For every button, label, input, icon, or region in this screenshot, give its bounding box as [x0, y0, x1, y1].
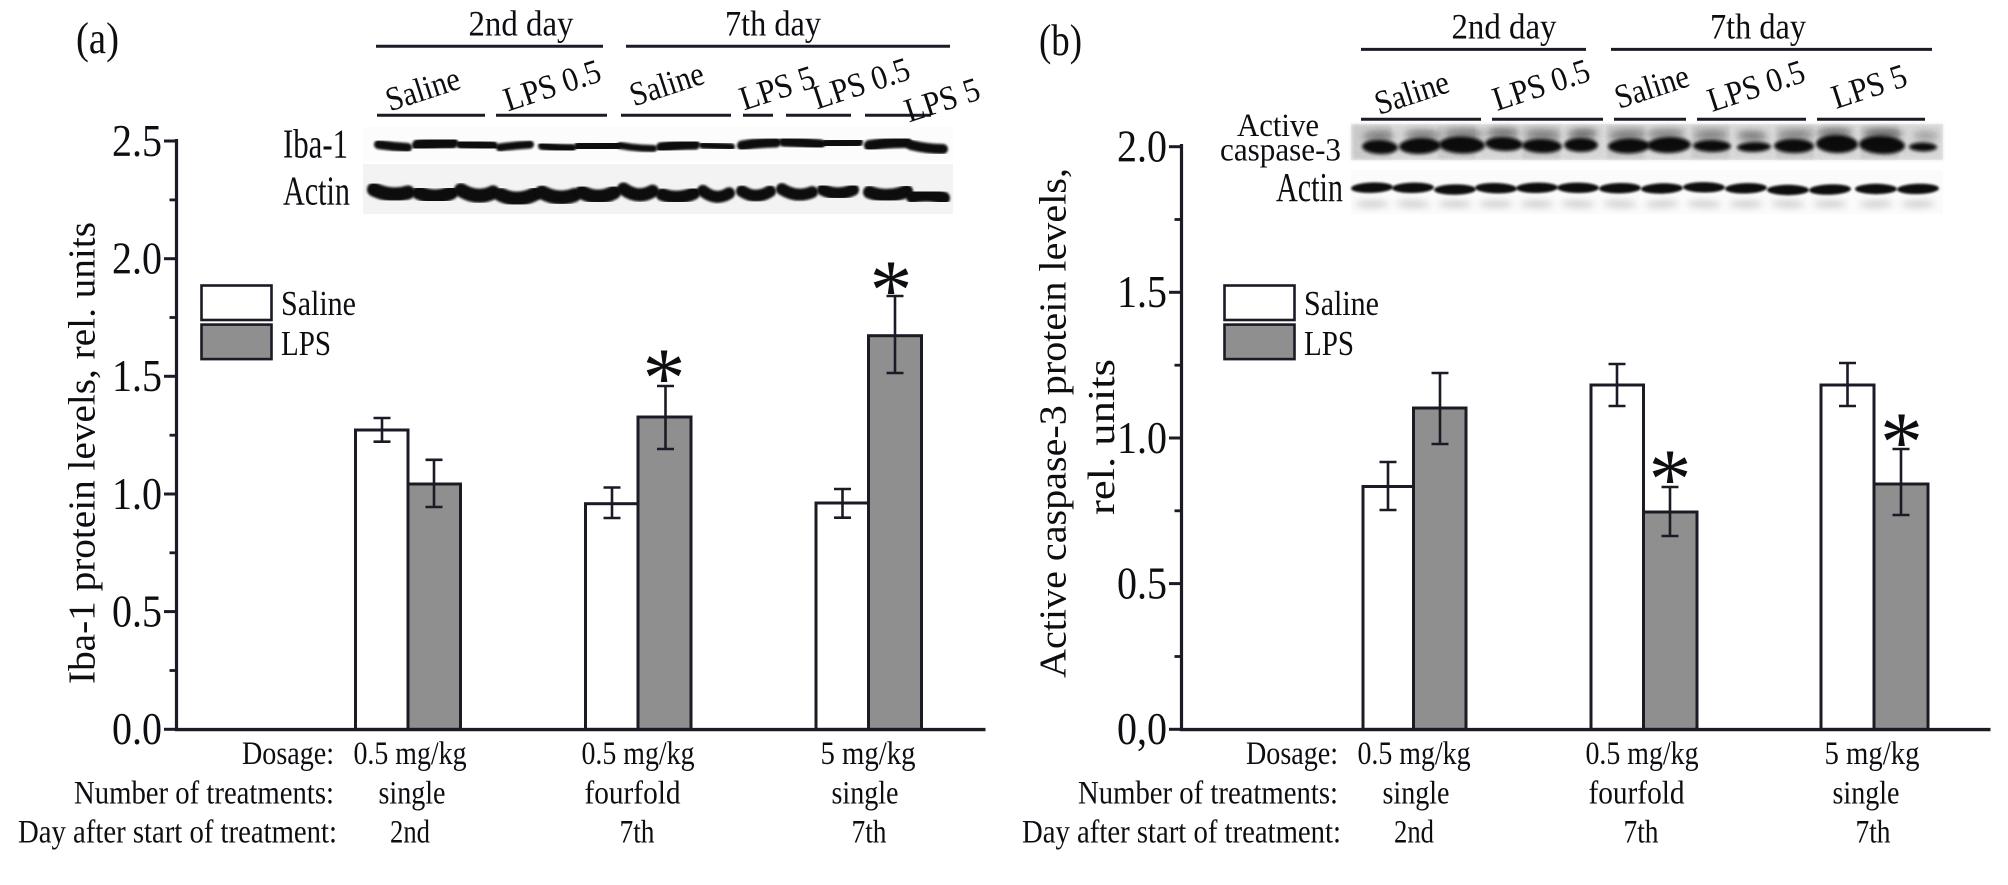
svg-text:LPS: LPS — [281, 324, 331, 363]
svg-text:2nd: 2nd — [1394, 815, 1434, 851]
svg-text:5 mg/kg: 5 mg/kg — [1825, 736, 1920, 772]
svg-text:0.5 mg/kg: 0.5 mg/kg — [582, 736, 695, 772]
svg-text:*: * — [1880, 394, 1923, 490]
svg-text:2.0: 2.0 — [1117, 122, 1167, 172]
svg-text:0,0: 0,0 — [1117, 704, 1167, 754]
svg-text:Day after start of treatment:: Day after start of treatment: — [18, 815, 337, 851]
svg-text:7th: 7th — [852, 815, 887, 851]
svg-text:1.5: 1.5 — [112, 351, 162, 401]
svg-text:Active: Active — [1237, 108, 1319, 144]
svg-text:Number of treatments:: Number of treatments: — [74, 776, 334, 812]
svg-text:5 mg/kg: 5 mg/kg — [821, 736, 916, 772]
svg-text:7th: 7th — [620, 815, 655, 851]
svg-text:fourfold: fourfold — [1589, 776, 1685, 812]
svg-text:(b): (b) — [1039, 16, 1082, 65]
svg-text:rel. units: rel. units — [1081, 359, 1123, 515]
svg-text:Iba-1 protein levels, rel. uni: Iba-1 protein levels, rel. units — [62, 222, 104, 684]
svg-text:7th: 7th — [1856, 815, 1891, 851]
svg-text:*: * — [643, 330, 686, 426]
svg-text:7th day: 7th day — [1710, 7, 1806, 47]
svg-text:Day after start of treatment:: Day after start of treatment: — [1022, 815, 1341, 851]
svg-text:caspase-3: caspase-3 — [1220, 133, 1341, 169]
svg-text:2nd day: 2nd day — [1452, 7, 1557, 47]
svg-text:Number of treatments:: Number of treatments: — [1078, 776, 1338, 812]
svg-text:LPS: LPS — [1304, 324, 1354, 363]
svg-text:*: * — [870, 242, 913, 338]
svg-text:Actin: Actin — [1276, 164, 1343, 210]
svg-text:0.5 mg/kg: 0.5 mg/kg — [1586, 736, 1699, 772]
svg-text:Dosage:: Dosage: — [1246, 736, 1338, 772]
svg-text:Iba-1: Iba-1 — [283, 121, 348, 167]
svg-text:single: single — [832, 776, 899, 812]
svg-text:0.0: 0.0 — [112, 704, 162, 754]
svg-text:7th day: 7th day — [725, 4, 821, 44]
svg-text:Actin: Actin — [283, 168, 350, 214]
svg-text:single: single — [1383, 776, 1450, 812]
svg-text:*: * — [1649, 431, 1692, 527]
svg-text:2.5: 2.5 — [112, 116, 162, 166]
svg-text:0.5 mg/kg: 0.5 mg/kg — [354, 736, 467, 772]
svg-text:1.0: 1.0 — [112, 469, 162, 519]
svg-text:2nd: 2nd — [390, 815, 430, 851]
svg-text:0.5: 0.5 — [112, 586, 162, 636]
svg-text:Dosage:: Dosage: — [242, 736, 334, 772]
svg-text:2nd day: 2nd day — [469, 4, 574, 44]
svg-text:7th: 7th — [1624, 815, 1659, 851]
svg-text:1.0: 1.0 — [1117, 413, 1167, 463]
svg-text:1.5: 1.5 — [1117, 267, 1167, 317]
svg-text:0.5 mg/kg: 0.5 mg/kg — [1358, 736, 1471, 772]
svg-text:fourfold: fourfold — [585, 776, 681, 812]
svg-text:Active caspase-3 protein level: Active caspase-3 protein levels, — [1033, 168, 1075, 678]
svg-text:0.5: 0.5 — [1117, 558, 1167, 608]
svg-text:Saline: Saline — [1304, 284, 1379, 323]
svg-text:single: single — [379, 776, 446, 812]
svg-text:Saline: Saline — [281, 284, 356, 323]
svg-text:2.0: 2.0 — [112, 234, 162, 284]
svg-text:single: single — [1833, 776, 1900, 812]
svg-text:(a): (a) — [76, 14, 119, 63]
